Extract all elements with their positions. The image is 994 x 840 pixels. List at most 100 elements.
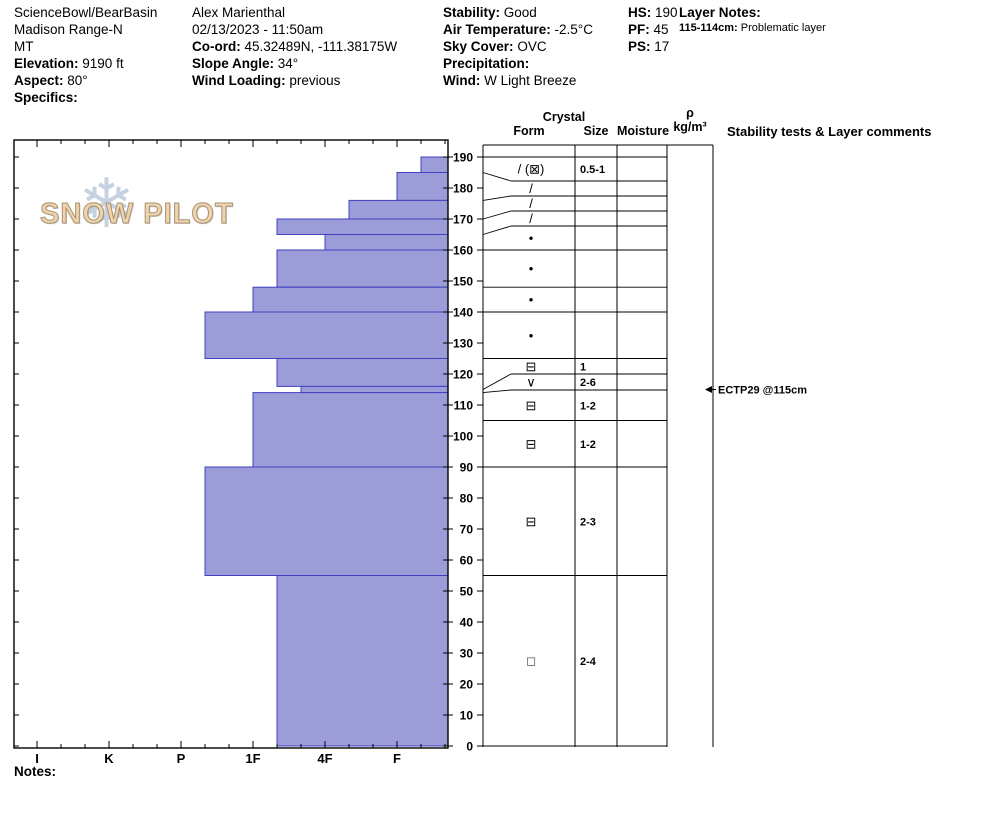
grain-form-symbol: □ (527, 653, 535, 668)
depth-axis-label: 120 (453, 368, 473, 382)
density-column-header: ρ (686, 106, 694, 120)
snowpilot-watermark-text: SNOW PILOT (40, 198, 234, 231)
grain-form-symbol: • (529, 231, 534, 246)
crystal-header: Crystal (542, 110, 586, 124)
site-state: MT (14, 39, 34, 54)
stability-label: Stability: (443, 5, 501, 20)
layer-bar (204, 466, 449, 576)
hardness-axis-label: I (35, 751, 39, 766)
snowflake-icon: ❄ (78, 166, 135, 242)
hs-value: 190 (655, 5, 678, 20)
grain-form-symbol: ⊟ (526, 359, 537, 374)
depth-axis-label: 60 (460, 554, 474, 568)
layer-bar (204, 311, 449, 359)
wind-loading-value: previous (289, 73, 341, 88)
density-units-label: kg/m³ (673, 120, 707, 134)
layer-bar (348, 199, 449, 220)
hs-line: HS: 190 (628, 4, 678, 21)
aspect-label: Aspect: (14, 73, 64, 88)
layer-bar (276, 218, 449, 235)
layer-note-depth: 115-114cm: (679, 22, 738, 34)
site-name: ScienceBowl/BearBasin (14, 5, 158, 20)
observation-block: Alex Marienthal 02/13/2023 - 11:50am Co-… (192, 4, 397, 89)
depth-axis-label: 70 (460, 523, 474, 537)
layer-bar (252, 286, 449, 313)
stability-value: Good (503, 5, 537, 20)
grain-size-value: 1-2 (580, 439, 596, 451)
depth-axis-label: 90 (460, 461, 474, 475)
depth-axis-label: 100 (453, 430, 473, 444)
aspect-value: 80° (67, 73, 88, 88)
depth-axis-label: 160 (453, 244, 473, 258)
sky-cover-value: OVC (517, 39, 547, 54)
grain-form-symbol: ⊟ (526, 514, 537, 529)
layer-bar (396, 172, 449, 201)
grain-form-symbol: / (529, 211, 533, 226)
depth-axis-label: 40 (460, 616, 474, 630)
specifics-label: Specifics: (14, 90, 78, 105)
sky-cover-label: Sky Cover: (443, 39, 514, 54)
depth-axis-label: 150 (453, 275, 473, 289)
pf-label: PF: (628, 22, 650, 37)
wind-loading-line: Wind Loading: previous (192, 72, 397, 89)
layer-bar (324, 234, 449, 251)
slope-angle-line: Slope Angle: 34° (192, 55, 397, 72)
elevation-line: Elevation: 9190 ft (14, 55, 157, 72)
row-connector-line (482, 210, 512, 220)
elevation-value: 9190 ft (82, 56, 124, 71)
grain-form-symbol: • (529, 292, 534, 307)
depth-axis-label: 190 (453, 151, 473, 165)
hardness-axis-label: P (177, 751, 186, 766)
layer-bar (252, 392, 449, 468)
layer-bar (300, 385, 449, 394)
ps-label: PS: (628, 39, 651, 54)
observation-datetime: 02/13/2023 - 11:50am (192, 22, 324, 37)
grain-form-symbol: • (529, 261, 534, 276)
air-temp-label: Air Temperature: (443, 22, 551, 37)
hardness-axis-label: F (393, 751, 401, 766)
ps-line: PS: 17 (628, 38, 678, 55)
sky-cover-line: Sky Cover: OVC (443, 38, 593, 55)
layer-note-text: Problematic layer (740, 22, 826, 34)
test-arrow-head (705, 386, 712, 393)
depth-axis-label: 50 (460, 585, 474, 599)
test-result-label: ECTP29 @115cm (718, 385, 807, 397)
stability-line: Stability: Good (443, 4, 593, 21)
air-temp-value: -2.5°C (554, 22, 593, 37)
hardness-axis-label: 1F (245, 751, 260, 766)
pf-line: PF: 45 (628, 21, 678, 38)
depth-axis-label: 80 (460, 492, 474, 506)
grain-size-value: 0.5-1 (580, 164, 605, 176)
conditions-block: Stability: Good Air Temperature: -2.5°C … (443, 4, 593, 89)
snow-depth-block: HS: 190 PF: 45 PS: 17 (628, 4, 678, 55)
grain-size-value: 1-2 (580, 400, 596, 412)
row-connector-line (482, 172, 512, 182)
layer-note-line: 115-114cm: Problematic layer (679, 21, 826, 35)
coord-value: 45.32489N, -111.38175W (244, 39, 398, 54)
depth-axis-label: 180 (453, 182, 473, 196)
depth-axis-label: 20 (460, 678, 474, 692)
observer-name: Alex Marienthal (192, 5, 286, 20)
slope-angle-value: 34° (277, 56, 299, 71)
hardness-axis-label: K (104, 751, 114, 766)
depth-axis-label: 0 (466, 740, 473, 754)
grain-size-value: 2-4 (580, 656, 597, 668)
depth-axis-label: 10 (460, 709, 474, 723)
grain-form-symbol: • (529, 328, 534, 343)
depth-axis-label: 140 (453, 306, 473, 320)
grain-form-symbol: / (⊠) (518, 162, 545, 177)
form-column-header: Form (513, 124, 545, 138)
location-block: ScienceBowl/BearBasin Madison Range-N MT… (14, 4, 157, 106)
layer-bar (276, 249, 449, 288)
depth-axis-label: 170 (453, 213, 473, 227)
grain-form-symbol: ⊟ (526, 436, 537, 451)
row-connector-line (482, 225, 512, 235)
size-column-header: Size (583, 124, 609, 138)
grain-form-symbol: / (529, 181, 533, 196)
layer-bar (276, 575, 449, 747)
aspect-line: Aspect: 80° (14, 72, 157, 89)
precipitation-label: Precipitation: (443, 56, 530, 71)
depth-axis-label: 30 (460, 647, 474, 661)
precipitation-line: Precipitation: (443, 55, 593, 72)
